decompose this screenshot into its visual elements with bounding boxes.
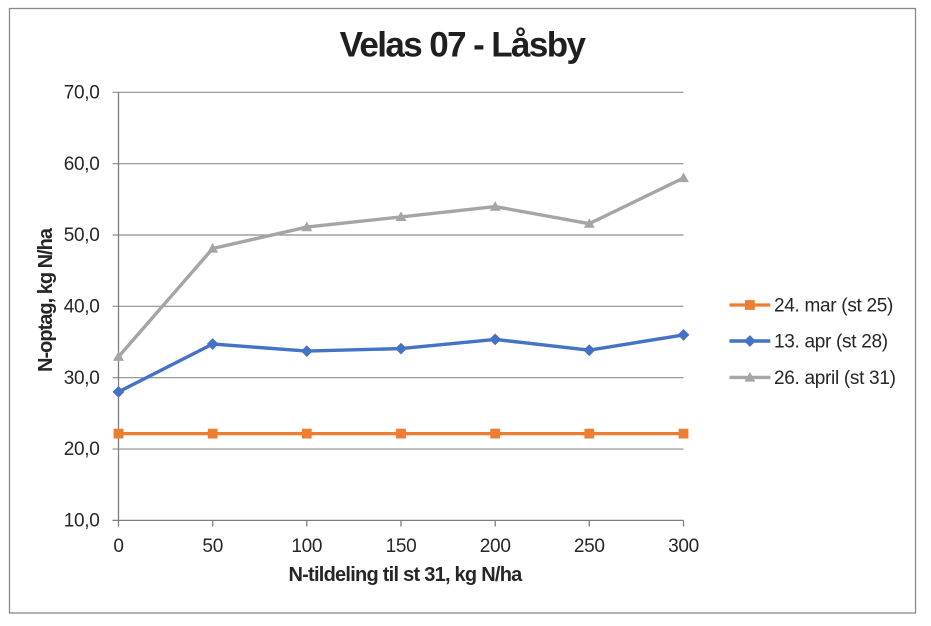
svg-text:200: 200 — [480, 536, 511, 557]
svg-text:26. april (st 31): 26. april (st 31) — [774, 368, 896, 389]
svg-text:300: 300 — [668, 536, 699, 557]
svg-text:100: 100 — [291, 536, 322, 557]
svg-text:0: 0 — [113, 536, 123, 557]
svg-text:N-tildeling til st 31, kg N/ha: N-tildeling til st 31, kg N/ha — [288, 564, 523, 586]
svg-text:50: 50 — [202, 536, 223, 557]
svg-text:10,0: 10,0 — [64, 511, 100, 532]
svg-text:60,0: 60,0 — [64, 154, 100, 175]
svg-text:N-optag, kg N/ha: N-optag, kg N/ha — [35, 227, 57, 372]
svg-text:20,0: 20,0 — [64, 439, 100, 460]
svg-text:Velas 07 - Låsby: Velas 07 - Låsby — [340, 25, 587, 64]
svg-text:40,0: 40,0 — [64, 297, 100, 318]
svg-text:70,0: 70,0 — [64, 83, 100, 104]
svg-text:250: 250 — [574, 536, 605, 557]
svg-text:150: 150 — [386, 536, 417, 557]
svg-text:50,0: 50,0 — [64, 225, 100, 246]
svg-text:13. apr (st 28): 13. apr (st 28) — [774, 332, 888, 353]
svg-text:30,0: 30,0 — [64, 368, 100, 389]
svg-text:24. mar (st 25): 24. mar (st 25) — [774, 296, 893, 317]
